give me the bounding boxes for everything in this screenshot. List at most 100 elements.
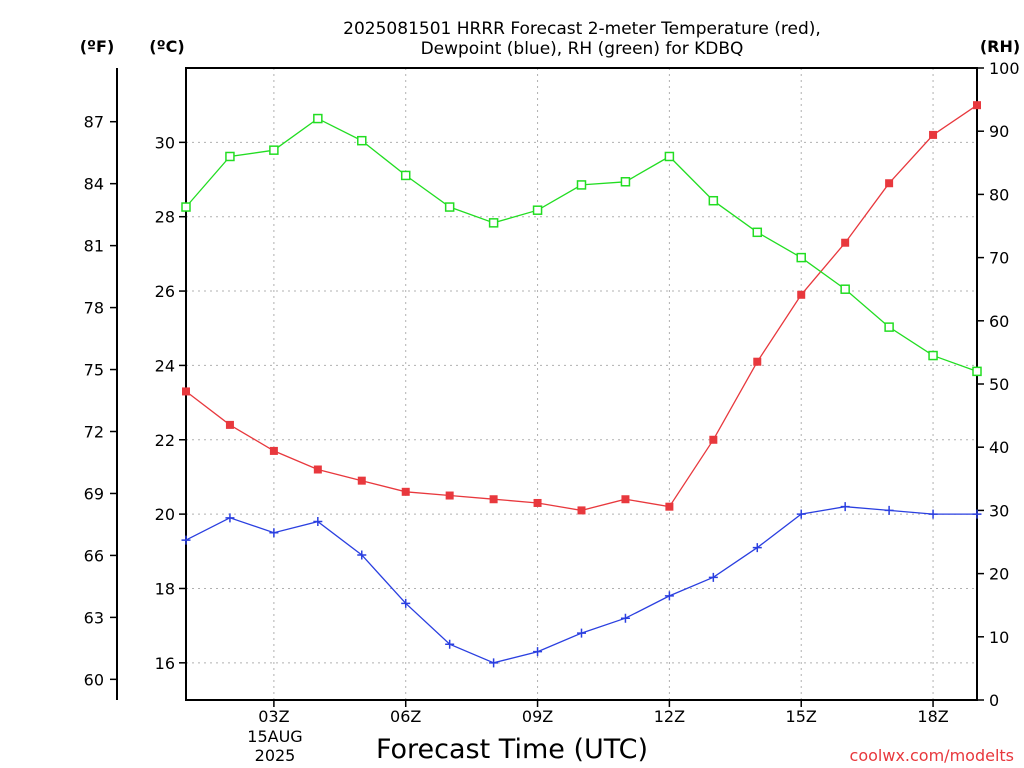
temperature-data-point: [489, 495, 498, 504]
celsius-tick-label: 16: [155, 654, 175, 673]
fahrenheit-tick-label: 75: [84, 361, 104, 380]
temperature-data-point: [182, 387, 190, 396]
temperature-data-point: [313, 465, 322, 474]
rh-series-line: [185, 117, 978, 373]
rh-data-point: [928, 350, 938, 361]
rh-tick-label: 10: [989, 628, 1009, 647]
x-tick-label: 09Z: [522, 707, 553, 726]
dewpoint-series-line: [185, 506, 977, 664]
rh-data-point: [357, 135, 367, 146]
temperature-data-point: [709, 435, 718, 444]
rh-data-point: [796, 252, 806, 263]
x-tick-label: 12Z: [654, 707, 685, 726]
rh-tick-label: 80: [989, 185, 1009, 204]
celsius-tick-label: 24: [155, 356, 175, 375]
fahrenheit-tick-label: 66: [84, 546, 104, 565]
x-date-label-year: 2025: [255, 746, 296, 765]
rh-data-point: [884, 322, 894, 332]
rh-tick-label: 20: [989, 565, 1009, 584]
fahrenheit-tick-label: 87: [84, 113, 104, 132]
x-tick-label: 15Z: [786, 707, 817, 726]
axes: 03Z 06Z 09Z 12Z 15Z 18Z 16 18 20 22 24 26 28 30 60 63 66…: [84, 59, 1020, 726]
dewpoint-data-point: [840, 502, 850, 512]
dewpoint-data-point: [269, 528, 279, 538]
temperature-data-point: [401, 487, 410, 496]
temperature-data-point: [445, 491, 454, 500]
temperature-data-point: [269, 446, 278, 455]
rh-tick-label: 90: [989, 122, 1009, 141]
dewpoint-data-point: [884, 505, 894, 515]
dewpoint-data-point: [664, 591, 674, 601]
temperature-data-point: [665, 502, 674, 511]
temperature-series-line: [185, 104, 978, 512]
credit-text: coolwx.com/modelts: [850, 746, 1014, 765]
x-tick-label: 18Z: [917, 707, 948, 726]
temperature-data-point: [621, 495, 630, 504]
chart-title-line-1: 2025081501 HRRR Forecast 2-meter Tempera…: [343, 19, 821, 39]
celsius-tick-label: 26: [155, 282, 175, 301]
rh-data-point: [752, 227, 763, 238]
temperature-data-point: [753, 357, 762, 366]
fahrenheit-axis-unit: (ºF): [80, 37, 115, 56]
dewpoint-data-point: [928, 509, 938, 519]
fahrenheit-tick-label: 63: [84, 608, 104, 627]
grid-lines: [186, 68, 977, 700]
dewpoint-data-point: [181, 535, 191, 545]
fahrenheit-tick-label: 84: [84, 175, 104, 194]
rh-data-point: [576, 180, 587, 190]
rh-tick-label: 100: [989, 59, 1020, 78]
chart-title-line-2: Dewpoint (blue), RH (green) for KDBQ: [421, 39, 744, 59]
fahrenheit-tick-label: 78: [84, 299, 104, 318]
dewpoint-data-point: [225, 513, 235, 523]
dewpoint-data-point: [620, 613, 630, 623]
fahrenheit-tick-label: 72: [84, 423, 104, 442]
data-series: [181, 101, 982, 668]
dewpoint-data-point: [577, 628, 586, 638]
dewpoint-data-point: [357, 550, 367, 560]
dewpoint-data-point: [533, 647, 543, 657]
rh-data-point: [532, 205, 543, 215]
temperature-data-point: [841, 238, 850, 247]
dewpoint-data-point: [708, 572, 718, 582]
dewpoint-data-point: [972, 509, 982, 519]
temperature-data-point: [885, 179, 894, 188]
rh-tick-label: 0: [989, 691, 999, 710]
fahrenheit-tick-label: 60: [84, 670, 104, 689]
rh-data-point: [400, 170, 411, 181]
rh-tick-label: 60: [989, 312, 1009, 331]
rh-axis-unit: (RH): [980, 37, 1020, 56]
temperature-data-point: [797, 290, 806, 299]
temperature-data-point: [929, 130, 938, 139]
temperature-data-point: [357, 476, 366, 485]
rh-data-point: [313, 113, 323, 124]
temperature-data-point: [225, 420, 234, 429]
celsius-tick-label: 28: [155, 208, 175, 227]
rh-data-point: [225, 151, 235, 162]
dewpoint-data-point: [313, 517, 323, 527]
rh-tick-label: 70: [989, 249, 1009, 268]
celsius-tick-label: 22: [155, 431, 175, 450]
rh-tick-label: 40: [989, 438, 1009, 457]
rh-data-point: [444, 202, 455, 212]
dewpoint-data-point: [752, 543, 762, 553]
celsius-tick-label: 20: [155, 505, 175, 524]
temperature-data-point: [533, 498, 542, 507]
celsius-tick-label: 30: [155, 133, 175, 152]
celsius-tick-label: 18: [155, 579, 175, 598]
rh-tick-label: 30: [989, 501, 1009, 520]
dewpoint-data-point: [796, 509, 806, 519]
temperature-data-point: [973, 101, 981, 110]
fahrenheit-tick-label: 81: [84, 237, 104, 256]
plot-frame: [185, 67, 978, 701]
rh-data-point: [488, 218, 499, 228]
rh-data-point: [620, 177, 631, 187]
rh-data-point: [708, 195, 719, 206]
rh-data-point: [664, 151, 675, 162]
celsius-axis-unit: (ºC): [149, 37, 184, 56]
fahrenheit-tick-label: 69: [84, 484, 104, 503]
x-axis-title: Forecast Time (UTC): [376, 734, 648, 765]
rh-data-point: [181, 202, 191, 212]
x-tick-label: 03Z: [258, 707, 289, 726]
x-date-label-day: 15AUG: [247, 727, 302, 746]
